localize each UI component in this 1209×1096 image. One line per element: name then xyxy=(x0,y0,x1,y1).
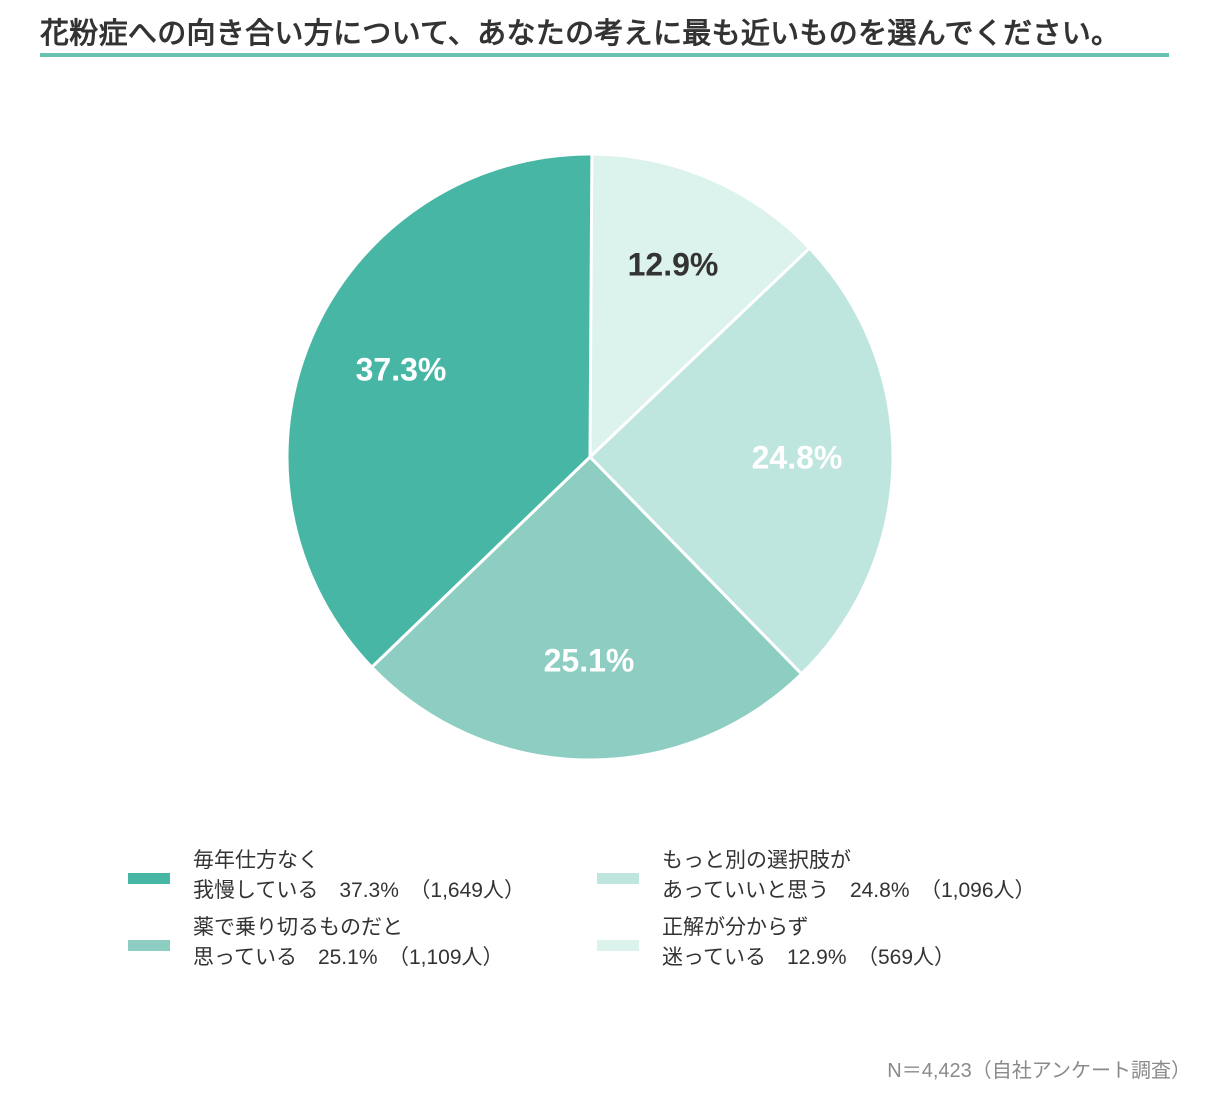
svg-text:37.3%: 37.3% xyxy=(356,351,447,387)
svg-text:24.8%: 24.8% xyxy=(752,439,843,475)
svg-text:12.9%: 12.9% xyxy=(628,246,719,282)
svg-text:25.1%: 25.1% xyxy=(544,642,635,678)
